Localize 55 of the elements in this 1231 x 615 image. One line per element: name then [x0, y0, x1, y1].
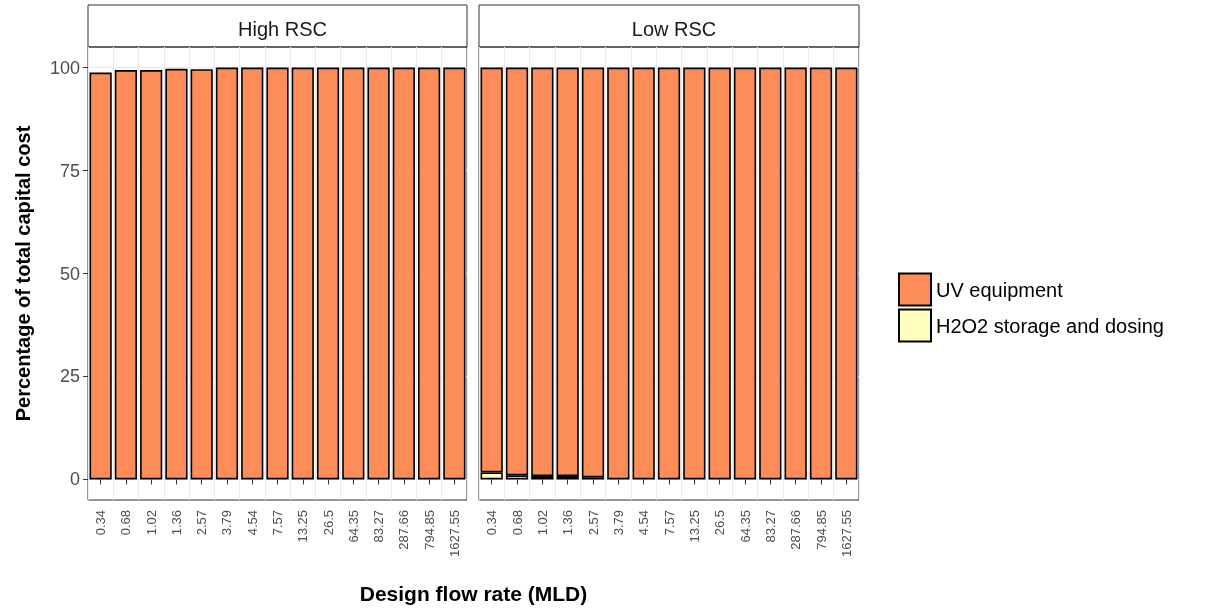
bar	[809, 67, 833, 480]
x-tick-label: 794.85	[421, 510, 437, 550]
bar	[505, 67, 529, 476]
x-tick-label: 4.54	[244, 510, 260, 536]
bar	[683, 67, 706, 480]
bar	[733, 67, 757, 480]
x-tick-label: 1627.55	[838, 510, 854, 557]
x-tick-label: 64.35	[737, 510, 753, 543]
x-tick-label: 3.79	[610, 510, 626, 536]
x-tick-label: 0.68	[509, 510, 525, 536]
x-tick-label: 1.02	[143, 510, 159, 536]
x-tick-label: 1.36	[560, 510, 576, 536]
x-tick-label: 1.36	[168, 510, 184, 536]
y-tick-label: 0	[69, 469, 80, 490]
bar	[759, 67, 782, 480]
bar	[607, 67, 630, 480]
legend-label: H2O2 storage and dosing	[936, 314, 1164, 337]
y-tick-label: 50	[59, 263, 80, 284]
x-tick-label: 0.34	[484, 510, 500, 536]
bar	[556, 67, 579, 477]
x-tick-label: 4.54	[636, 510, 652, 536]
bar	[632, 67, 655, 480]
x-tick-label: 0.68	[118, 510, 134, 536]
x-axis-title: Design flow rate (MLD)	[358, 582, 589, 606]
x-tick-label: 83.27	[762, 510, 778, 543]
y-tick-label: 75	[59, 160, 80, 181]
bar	[581, 67, 605, 478]
x-tick-label: 287.66	[788, 510, 804, 550]
x-tick-label: 7.57	[661, 510, 677, 536]
y-tick-label: 100	[49, 57, 80, 78]
bar	[531, 67, 554, 477]
x-tick-label: 13.25	[295, 510, 311, 543]
x-tick-label: 13.25	[686, 510, 702, 543]
bar	[784, 67, 807, 480]
x-tick-label: 83.27	[371, 510, 387, 543]
legend-label: UV equipment	[936, 278, 1064, 301]
x-tick-label: 287.66	[396, 510, 412, 550]
x-tick-label: 2.57	[194, 510, 210, 536]
x-tick-label: 3.79	[219, 510, 235, 536]
chart-title: High RSC	[238, 18, 327, 40]
x-tick-label: 1.02	[534, 510, 550, 536]
x-tick-label: 64.35	[345, 510, 361, 543]
y-tick-label: 25	[59, 366, 80, 387]
x-tick-label: 794.85	[813, 510, 829, 550]
x-tick-label: 26.5	[712, 510, 728, 536]
bar	[708, 67, 731, 480]
x-tick-label: 26.5	[320, 510, 336, 536]
x-tick-label: 0.34	[93, 510, 109, 536]
bar	[835, 67, 858, 480]
x-tick-label: 7.57	[270, 510, 285, 536]
y-axis-title: Percentage of total capital cost	[12, 125, 34, 422]
bar	[657, 67, 681, 480]
x-tick-label: 1627.55	[446, 510, 462, 557]
chart-title: Low RSC	[631, 18, 717, 40]
x-tick-label: 2.57	[585, 510, 601, 536]
